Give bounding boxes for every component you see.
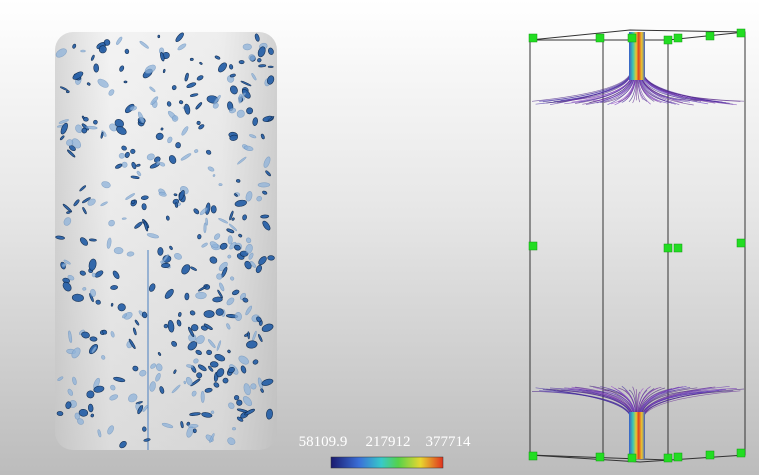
blob: [195, 292, 206, 299]
marker: [596, 453, 604, 461]
viewport: 58109.9 217912 377714: [0, 0, 759, 475]
blob: [197, 234, 201, 239]
marker: [674, 34, 682, 42]
blob: [258, 183, 270, 188]
blob: [268, 255, 275, 260]
marker: [706, 32, 714, 40]
blob: [204, 310, 215, 317]
marker: [664, 454, 672, 462]
blob: [142, 427, 146, 432]
outflow-column: [629, 412, 645, 459]
blob: [158, 35, 160, 38]
marker: [529, 34, 537, 42]
colorbar-label: 58109.9: [299, 434, 348, 450]
blob: [119, 153, 125, 158]
marker: [529, 452, 537, 460]
blob: [206, 350, 212, 355]
blob: [232, 427, 235, 430]
marker: [737, 449, 745, 457]
blob: [215, 308, 223, 316]
marker: [674, 244, 682, 252]
blob: [142, 203, 147, 210]
blob: [212, 297, 222, 303]
blob: [268, 66, 273, 68]
blob: [185, 293, 189, 300]
marker: [664, 36, 672, 44]
blob: [236, 179, 240, 183]
blob: [211, 205, 216, 213]
streamlines: [532, 70, 744, 420]
blob: [114, 247, 123, 254]
blob: [122, 162, 127, 168]
bounding-box: [530, 30, 745, 462]
blob: [57, 411, 63, 416]
blob: [125, 49, 129, 54]
blob: [131, 200, 135, 204]
streamline: [643, 70, 744, 101]
blob: [188, 424, 198, 428]
marker: [706, 451, 714, 459]
marker: [674, 453, 682, 461]
blob: [130, 149, 135, 154]
blob: [243, 44, 252, 50]
blob: [158, 247, 164, 255]
colorbar-label: 217912: [366, 434, 411, 450]
streamline: [532, 391, 631, 420]
blob: [89, 239, 96, 242]
blob: [247, 332, 249, 339]
blob: [118, 303, 126, 311]
render-view: 58109.9 217912 377714: [0, 0, 759, 475]
marker: [664, 244, 672, 252]
blob: [260, 215, 269, 219]
blob: [239, 60, 244, 63]
colorbar: [331, 457, 443, 468]
blob: [201, 391, 205, 402]
blob: [66, 91, 69, 93]
blob: [193, 429, 196, 433]
marker: [628, 454, 636, 462]
blob: [93, 64, 98, 73]
marker: [737, 239, 745, 247]
blob: [258, 64, 266, 67]
blob: [88, 404, 94, 412]
colorbar-label: 377714: [426, 434, 472, 450]
blob: [235, 312, 242, 321]
blob: [228, 236, 232, 245]
blob: [219, 183, 223, 186]
marker: [737, 29, 745, 37]
blob: [176, 142, 181, 148]
marker: [628, 34, 636, 42]
streamline: [579, 70, 634, 102]
marker: [529, 242, 537, 250]
blob: [164, 324, 168, 328]
blob: [90, 336, 98, 341]
blob: [190, 58, 193, 61]
marker: [596, 34, 604, 42]
blob: [161, 263, 170, 268]
blob: [124, 81, 127, 83]
blob: [210, 361, 218, 367]
blob: [81, 50, 86, 52]
blob: [122, 218, 126, 220]
